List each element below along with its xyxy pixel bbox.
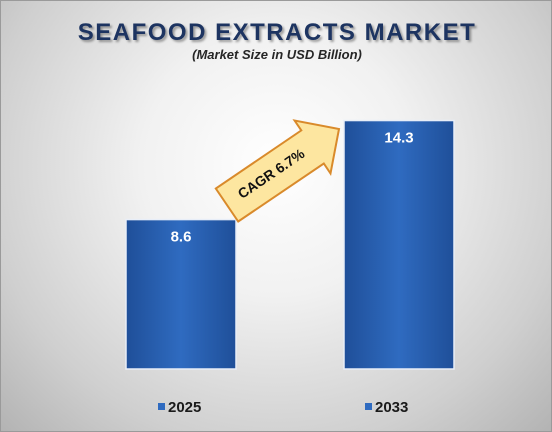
chart-title: SEAFOOD EXTRACTS MARKET [77, 19, 477, 46]
category-label-2033: 2033 [375, 399, 408, 416]
category-label-2025: 2025 [168, 399, 201, 416]
bars-layer: 8.6 14.3 [125, 119, 455, 370]
cagr-arrow-shape [214, 119, 341, 223]
bar-value-label-2025: 8.6 [171, 229, 192, 246]
bar-value-label-2033: 14.3 [384, 130, 413, 147]
chart-subtitle: (Market Size in USD Billion) [192, 47, 362, 62]
legend-marker-2033 [365, 403, 372, 410]
bar-2033 [343, 119, 455, 370]
legend: 2025 2033 [158, 399, 408, 416]
bar-2025 [125, 218, 237, 370]
cagr-arrow: CAGR 6.7% [214, 119, 341, 223]
legend-marker-2025 [158, 403, 165, 410]
